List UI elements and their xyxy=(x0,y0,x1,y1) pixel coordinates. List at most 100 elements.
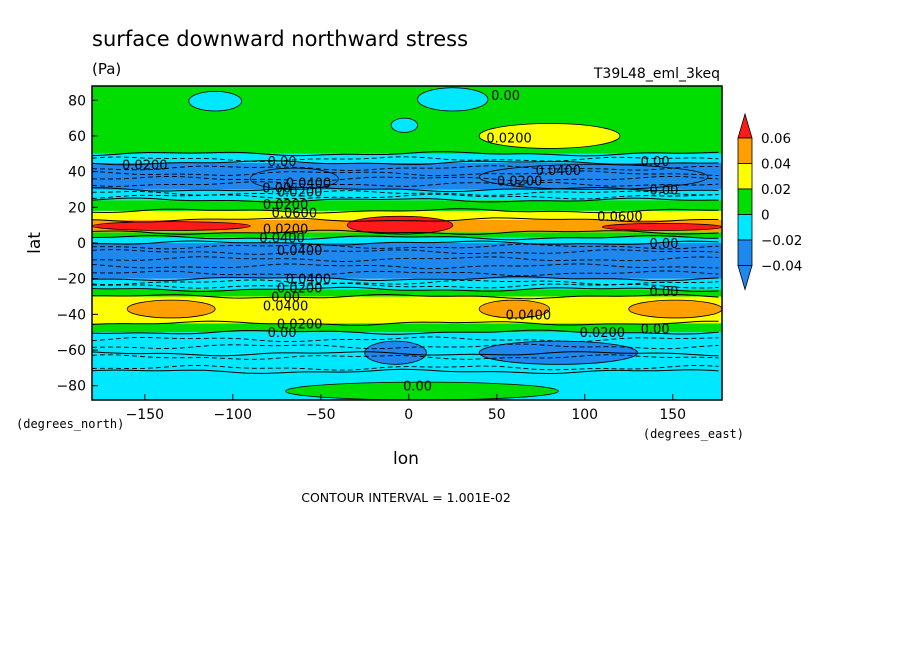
colorbar-label: 0.02 xyxy=(761,182,791,198)
color-band-5 xyxy=(92,289,722,297)
contour-line-dashed-0 xyxy=(92,365,719,371)
color-region-7 xyxy=(188,90,242,112)
contour-line-dashed-11 xyxy=(92,193,719,200)
contour-line-dashed-12 xyxy=(92,190,719,196)
contour-label: 0.00 xyxy=(271,291,300,306)
colorbar-label: 0.06 xyxy=(761,131,791,147)
color-band-12 xyxy=(92,200,722,211)
contour-line-12 xyxy=(92,208,719,214)
contour-line-7 xyxy=(92,276,719,282)
color-band-13 xyxy=(92,189,722,201)
contour-label: 0.0400 xyxy=(259,232,305,247)
color-band-8 xyxy=(92,237,722,243)
contour-label: 0.0400 xyxy=(506,308,552,323)
y-tick-label: −20 xyxy=(56,272,86,288)
y-tick-label: 0 xyxy=(77,236,86,252)
contour-label: 0.0200 xyxy=(486,132,532,147)
contour-label: 0.0400 xyxy=(536,164,582,179)
contour-label: 0.00 xyxy=(649,183,678,198)
color-region-11 xyxy=(478,164,709,190)
y-axis: −80 −60 −40 −20 0 20 40 60 80 xyxy=(56,93,98,395)
contour-line-dashed-5 xyxy=(92,279,719,286)
color-region-9 xyxy=(390,117,418,133)
contour-line-dashed-15 xyxy=(92,170,719,177)
x-tick-label: −150 xyxy=(126,407,164,423)
y-tick-label: −60 xyxy=(56,343,86,359)
colorbar-segment xyxy=(737,137,753,164)
y-tick-label: −80 xyxy=(56,379,86,395)
x-axis: −150 −100 −50 0 50 100 150 xyxy=(126,394,686,423)
contour-line-8 xyxy=(92,240,719,246)
contour-line-16 xyxy=(92,151,719,157)
chart-units: (Pa) xyxy=(92,60,121,78)
color-band-9 xyxy=(92,232,722,238)
contour-line-dashed-1 xyxy=(92,354,719,360)
x-tick-label: 150 xyxy=(659,407,686,423)
color-regions xyxy=(92,87,722,400)
contour-line-dashed-9 xyxy=(92,249,719,255)
x-tick-label: 50 xyxy=(488,407,506,423)
contour-line-dashed-3 xyxy=(92,336,719,343)
contour-label: 0.00 xyxy=(268,155,297,170)
contour-line-1 xyxy=(92,368,719,375)
contour-label: 0.0200 xyxy=(277,317,323,332)
color-band-15 xyxy=(92,153,722,163)
contour-line-11 xyxy=(92,217,719,223)
contour-line-3 xyxy=(92,329,719,335)
contour-label: 0.0600 xyxy=(597,210,643,225)
contour-label: 0.0200 xyxy=(497,175,543,190)
contour-label: 0.00 xyxy=(262,182,291,197)
colorbar: 0.06 0.04 0.02 0 −0.02 −0.04 xyxy=(737,112,802,291)
contour-label: 0.00 xyxy=(649,237,678,252)
colorbar-label: 0 xyxy=(761,208,770,224)
contour-line-dashed-10 xyxy=(92,243,719,250)
colorbar-arrow-top xyxy=(737,112,753,139)
contour-label: 0.0400 xyxy=(286,176,332,191)
contour-label: 0.0200 xyxy=(277,282,323,297)
color-region-4 xyxy=(478,299,550,319)
run-label: T39L48_eml_3keq xyxy=(593,66,720,82)
y-tick-label: 60 xyxy=(68,129,86,145)
contour-line-dashed-16 xyxy=(92,165,719,171)
contour-label: 0.0600 xyxy=(272,207,318,222)
contour-label: 0.00 xyxy=(491,89,520,104)
y-tick-label: −40 xyxy=(56,307,86,323)
contour-label: 0.0400 xyxy=(286,273,332,288)
x-tick-label: 0 xyxy=(404,407,413,423)
color-region-5 xyxy=(628,299,722,319)
y-tick-label: 20 xyxy=(68,200,86,216)
contour-line-10 xyxy=(92,229,719,235)
contour-line-2 xyxy=(92,351,719,357)
color-region-8 xyxy=(417,87,489,112)
colorbar-arrow-bottom xyxy=(737,265,753,291)
x-tick-label: −50 xyxy=(306,407,336,423)
colorbar-segment xyxy=(737,188,753,215)
color-band-11 xyxy=(92,210,722,220)
y-tick-label: 80 xyxy=(68,93,86,109)
color-region-10 xyxy=(249,167,339,190)
colorbar-label: 0.04 xyxy=(761,157,791,173)
y-tick-label: 40 xyxy=(68,165,86,181)
chart-title: surface downward northward stress xyxy=(92,27,468,51)
contour-label: 0.00 xyxy=(403,380,432,395)
contour-line-dashed-7 xyxy=(92,263,719,270)
colorbar-segment xyxy=(737,214,753,241)
contour-label: 0.0200 xyxy=(122,159,168,174)
colorbar-label: −0.04 xyxy=(761,259,802,275)
contour-line-4 xyxy=(92,320,719,326)
contour-label: 0.00 xyxy=(641,323,670,338)
contour-lines xyxy=(92,151,719,375)
contour-label: 0.0200 xyxy=(580,326,626,341)
y-axis-label: lat xyxy=(25,232,45,254)
contour-line-5 xyxy=(92,293,719,300)
color-region-1 xyxy=(92,221,251,231)
contour-line-14 xyxy=(92,187,719,193)
x-tick-label: −100 xyxy=(214,407,252,423)
x-axis-label: lon xyxy=(393,449,419,469)
contour-line-dashed-8 xyxy=(92,256,719,262)
contour-line-dashed-13 xyxy=(92,181,719,187)
x-axis-units: (degrees_east) xyxy=(643,427,744,441)
